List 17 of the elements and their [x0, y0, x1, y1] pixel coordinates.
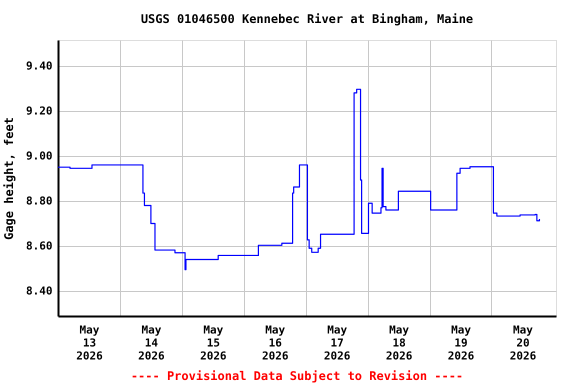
chart-title: USGS 01046500 Kennebec River at Bingham, Maine [140, 12, 474, 26]
y-axis-title: Gage height, feet [2, 117, 16, 240]
y-tick-label: 8.80 [26, 194, 52, 208]
text: ---- Provisional Data Subject to Revision ---- [130, 369, 464, 383]
y-tick-label: 8.40 [26, 284, 52, 298]
x-tick-label: May 17 2026 [324, 324, 351, 362]
x-tick-label: May 13 2026 [76, 324, 104, 362]
x-tick-label: May 16 2026 [262, 324, 289, 362]
x-tick-label: May 18 2026 [386, 324, 413, 362]
x-tick-label: May 20 2026 [510, 324, 537, 362]
x-tick-label: May 19 2026 [448, 324, 475, 362]
y-tick-label: 9.00 [26, 149, 52, 162]
y-tick-label: 9.20 [26, 104, 52, 118]
x-tick-label: May 14 2026 [138, 324, 166, 362]
x-tick-label: May 15 2026 [200, 324, 227, 362]
y-tick-label: 8.60 [26, 239, 52, 252]
y-tick-label: 9.40 [26, 59, 52, 72]
